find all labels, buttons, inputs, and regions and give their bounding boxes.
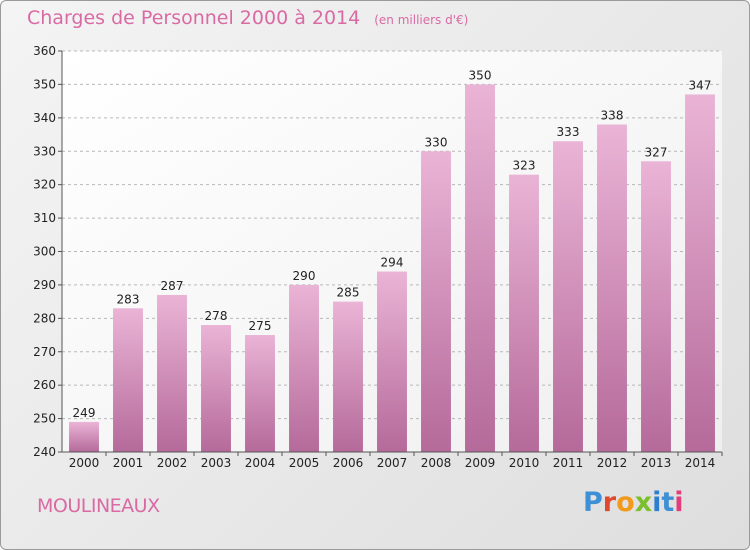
data-label: 285	[337, 286, 360, 300]
y-tick-label: 360	[33, 44, 56, 58]
bar-2009	[465, 84, 495, 453]
x-tick-label: 2014	[685, 456, 716, 470]
x-tick-label: 2011	[553, 456, 584, 470]
bar-2007	[377, 271, 407, 452]
bar-2005	[289, 284, 319, 452]
x-tick-label: 2000	[69, 456, 100, 470]
y-tick-label: 320	[33, 178, 56, 192]
x-tick-label: 2006	[333, 456, 364, 470]
bars	[69, 84, 715, 453]
y-tick-label: 270	[33, 345, 56, 359]
bar-2014	[685, 94, 715, 453]
x-axis: 2000 2001 2002 2003 2004 2005 2006 2007 2008 2009…	[69, 452, 723, 470]
title-row: Charges de Personnel 2000 à 2014 (en mill…	[27, 7, 468, 29]
y-tick-label: 260	[33, 378, 56, 392]
logo-letter: x	[634, 487, 653, 518]
x-tick-label: 2003	[201, 456, 232, 470]
bar-2011	[553, 141, 583, 452]
logo-letter: r	[602, 487, 617, 518]
data-label: 275	[249, 319, 272, 333]
logo-letter: i	[674, 487, 684, 518]
bar-2012	[597, 124, 627, 453]
x-tick-label: 2009	[465, 456, 496, 470]
x-tick-label: 2007	[377, 456, 408, 470]
bar-2013	[641, 161, 671, 452]
data-label: 327	[645, 145, 668, 159]
data-label: 249	[73, 406, 96, 420]
data-label: 290	[293, 269, 316, 283]
data-label: 294	[381, 256, 404, 270]
bar-2002	[157, 294, 187, 452]
logo-letter: i	[652, 487, 662, 518]
logo-letter: t	[661, 487, 675, 518]
bar-2000	[69, 421, 99, 452]
x-tick-label: 2005	[289, 456, 320, 470]
y-tick-label: 350	[33, 77, 56, 91]
x-tick-label: 2008	[421, 456, 452, 470]
data-label: 333	[557, 125, 580, 139]
x-tick-label: 2002	[157, 456, 188, 470]
y-axis: 240 250 260 270 280 290 300 310 320 330 340 350 360	[33, 44, 722, 459]
y-tick-label: 240	[33, 445, 56, 459]
bar-2004	[245, 335, 275, 452]
x-tick-label: 2010	[509, 456, 540, 470]
x-tick-label: 2012	[597, 456, 628, 470]
bar-2008	[421, 151, 451, 452]
data-label: 323	[513, 159, 536, 173]
data-label: 330	[425, 135, 448, 149]
x-tick-label: 2001	[113, 456, 144, 470]
y-tick-label: 300	[33, 245, 56, 259]
y-tick-label: 280	[33, 311, 56, 325]
commune-name: MOULINEAUX	[37, 495, 160, 517]
data-labels: 249 283 287 278 275 290 285 294 330 350 323 333 338 3…	[73, 68, 712, 420]
bar-2001	[113, 308, 143, 452]
data-label: 278	[205, 309, 228, 323]
bar-2006	[333, 301, 363, 452]
chart-subtitle: (en milliers d'€)	[374, 13, 469, 27]
x-tick-label: 2004	[245, 456, 276, 470]
data-label: 347	[689, 78, 712, 92]
y-tick-label: 340	[33, 111, 56, 125]
data-label: 350	[469, 68, 492, 82]
y-tick-label: 290	[33, 278, 56, 292]
data-label: 338	[601, 109, 624, 123]
bar-2010	[509, 174, 539, 452]
bar-2003	[201, 325, 231, 452]
y-tick-label: 330	[33, 144, 56, 158]
y-tick-label: 250	[33, 412, 56, 426]
y-tick-label: 310	[33, 211, 56, 225]
data-label: 283	[117, 292, 140, 306]
chart-title: Charges de Personnel 2000 à 2014	[27, 7, 361, 29]
x-tick-label: 2013	[641, 456, 672, 470]
proxiti-logo: Proxiti	[583, 487, 684, 518]
data-label: 287	[161, 279, 184, 293]
logo-letter: P	[583, 487, 603, 518]
logo-letter: o	[616, 487, 635, 518]
